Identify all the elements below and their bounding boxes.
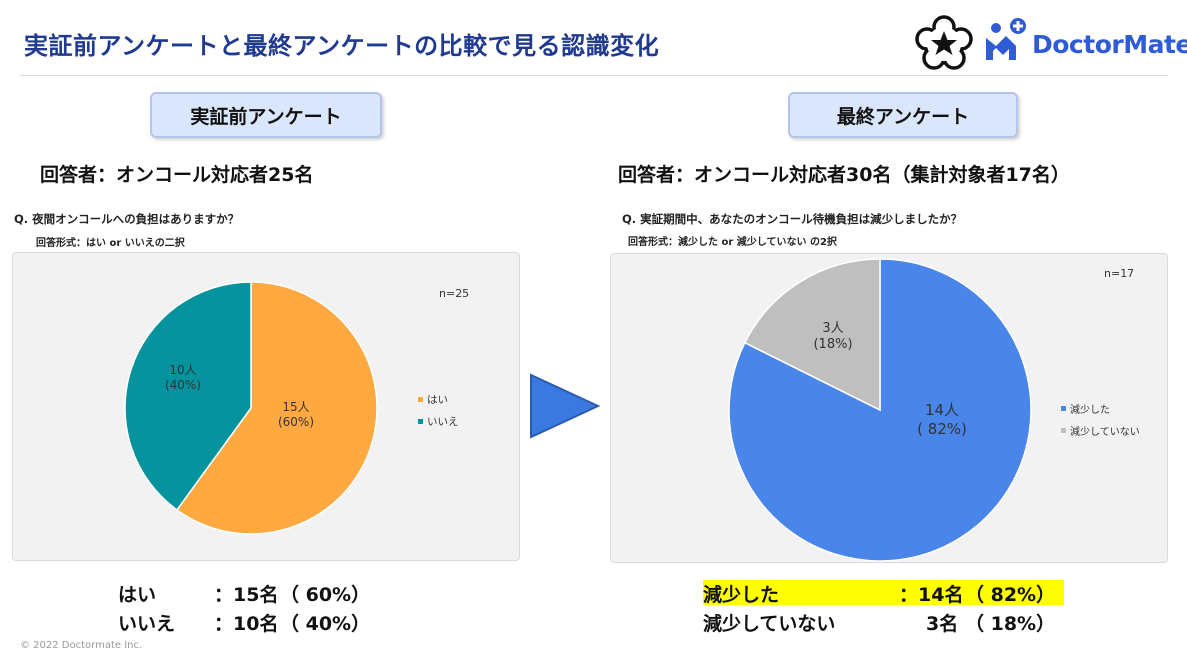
final-survey-respondents: 回答者：オンコール対応者30名（集計対象者17名） [618, 164, 1070, 186]
summary-count-hai: ：15名 [214, 584, 279, 606]
summary-highlight [703, 580, 1064, 605]
pre-survey-label-text: 実証前アンケート [190, 105, 342, 128]
pre-survey-respondents: 回答者：オンコール対応者25名 [40, 164, 314, 186]
legend-item-reduced: 減少した [1061, 401, 1140, 416]
pie-label-not-reduced: 3人 (18%) [813, 321, 852, 353]
pie-label-reduced-percent: ( 82%) [917, 420, 967, 438]
summary-count-reduced: ：14名 [899, 584, 964, 606]
legend-item-not-reduced: 減少していない [1061, 423, 1140, 438]
final-survey-pie-chart [728, 258, 1032, 562]
pre-survey-legend: はい いいえ [418, 392, 459, 436]
final-survey-chart-panel: n=17 14人 ( 82%) 3人 (18%) 減少した 減少していない [610, 253, 1168, 563]
legend-swatch-hai [418, 397, 423, 402]
final-survey-summary: 減少した ：14名 （ 82%） 減少していない 3名 （ 18%） [703, 580, 1064, 638]
legend-swatch-not-reduced [1061, 428, 1066, 433]
pre-survey-chart-panel: n=25 15人 (60%) 10人 (40%) はい いいえ [12, 252, 520, 561]
pie-label-hai-count: 15人 [282, 400, 310, 414]
summary-label-iie: いいえ [118, 613, 176, 635]
final-survey-answer-format: 回答形式：減少した or 減少していない の2択 [628, 237, 837, 248]
summary-row-not-reduced: 減少していない 3名 （ 18%） [703, 609, 1063, 638]
summary-count-iie: ：10名 [214, 613, 279, 635]
final-survey-question: Q. 実証期間中、あなたのオンコール待機負担は減少しましたか？ [622, 212, 963, 226]
final-survey-label: 最終アンケート [788, 92, 1018, 138]
summary-label-hai: はい [118, 584, 157, 606]
legend-item-iie: いいえ [418, 414, 459, 429]
summary-row-reduced: 減少した ：14名 （ 82%） [703, 580, 1064, 609]
pie-label-reduced: 14人 ( 82%) [917, 401, 967, 439]
summary-label-not-reduced: 減少していない [703, 613, 836, 635]
legend-label-not-reduced: 減少していない [1070, 427, 1140, 438]
pre-survey-summary: はい ：15名 （ 60%） いいえ ：10名 （ 40%） [118, 580, 418, 638]
summary-pct-not-reduced: （ 18%） [965, 613, 1056, 635]
pie-label-reduced-count: 14人 [924, 401, 960, 419]
pie-slice-hai [175, 281, 378, 535]
pre-survey-answer-format: 回答形式：はい or いいえの二択 [36, 238, 185, 249]
pie-slice-not-reduced [743, 258, 881, 412]
final-survey-legend: 減少した 減少していない [1061, 401, 1140, 445]
pie-label-iie-count: 10人 [169, 363, 197, 377]
pie-label-hai: 15人 (60%) [278, 400, 314, 430]
final-survey-n-count: n=17 [1104, 267, 1135, 280]
comparison-arrow-icon [530, 373, 601, 439]
pre-survey-n-count: n=25 [439, 287, 470, 300]
pre-survey-pie-chart [124, 281, 378, 535]
pre-survey-label: 実証前アンケート [150, 92, 382, 138]
summary-count-not-reduced: 3名 [926, 613, 959, 635]
page-title: 実証前アンケートと最終アンケートの比較で見る認識変化 [24, 32, 660, 60]
legend-swatch-iie [418, 419, 423, 424]
doctormate-logo-icon [986, 18, 1026, 60]
legend-label-reduced: 減少した [1070, 405, 1110, 416]
summary-label-reduced: 減少した [703, 584, 780, 606]
pie-slice-iie [124, 281, 252, 511]
header-divider [20, 75, 1168, 76]
summary-pct-iie: （ 40%） [280, 613, 371, 635]
legend-item-hai: はい [418, 392, 459, 407]
legend-label-iie: いいえ [427, 416, 459, 428]
doctormate-logo-text: DoctorMate [1032, 30, 1187, 59]
pie-label-hai-percent: (60%) [277, 415, 315, 429]
summary-pct-hai: （ 60%） [280, 584, 371, 606]
pie-label-iie: 10人 (40%) [165, 363, 201, 393]
copyright-text: © 2022 Doctormate Inc. [20, 640, 143, 651]
pie-label-iie-percent: (40%) [164, 378, 202, 392]
summary-row-hai: はい ：15名 （ 60%） [118, 580, 418, 609]
legend-label-hai: はい [427, 394, 448, 406]
pie-label-not-reduced-count: 3人 [822, 321, 844, 336]
summary-pct-reduced: （ 82%） [965, 584, 1056, 606]
legend-swatch-reduced [1061, 406, 1066, 411]
flower-logo-icon [915, 15, 973, 70]
pre-survey-question: Q. 夜間オンコールへの負担はありますか？ [14, 212, 240, 226]
pie-label-not-reduced-percent: (18%) [813, 337, 853, 352]
summary-row-iie: いいえ ：10名 （ 40%） [118, 609, 418, 638]
final-survey-label-text: 最終アンケート [836, 105, 970, 128]
